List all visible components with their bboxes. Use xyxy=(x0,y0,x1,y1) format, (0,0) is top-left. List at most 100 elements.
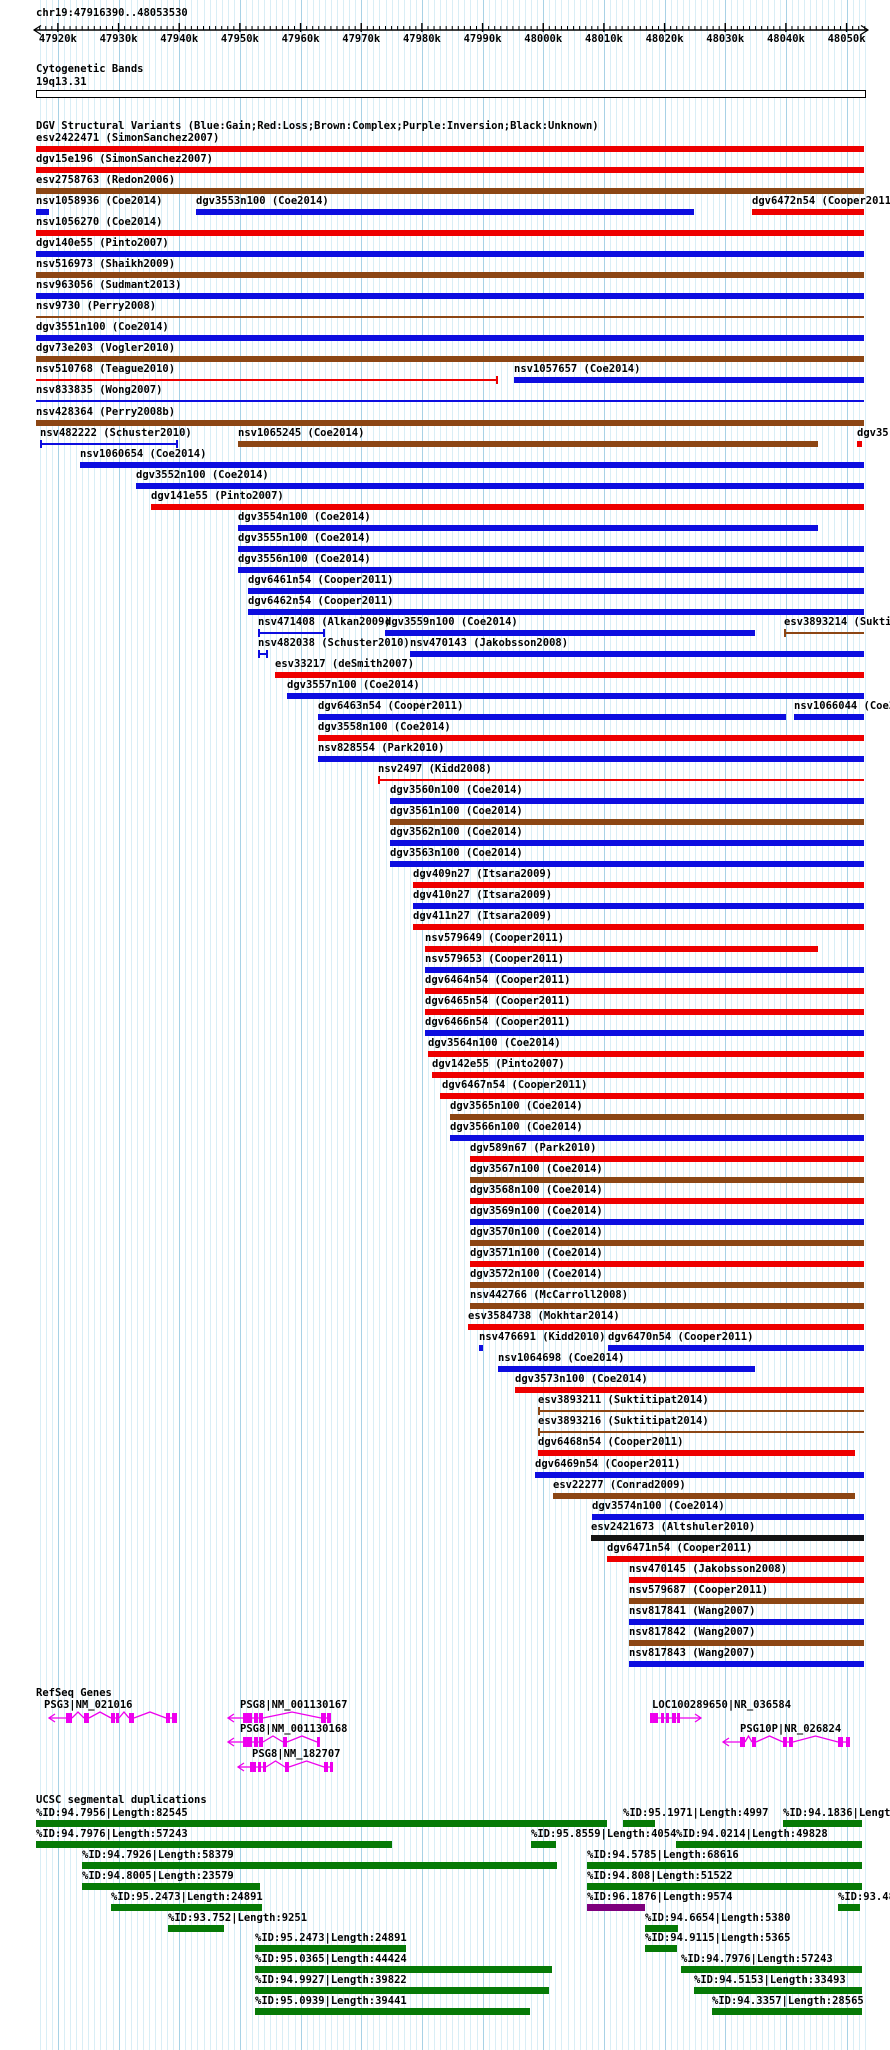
variant-bar[interactable] xyxy=(470,1155,864,1162)
variant-bar[interactable] xyxy=(36,316,864,319)
variant-bar[interactable] xyxy=(275,672,864,678)
variant-bar[interactable] xyxy=(248,587,864,594)
variant-bar[interactable] xyxy=(318,756,864,763)
segdup-bar[interactable] xyxy=(587,1861,862,1869)
variant-bar[interactable] xyxy=(607,1555,864,1562)
variant-bar[interactable] xyxy=(238,524,818,531)
variant-bar[interactable] xyxy=(629,1639,864,1646)
variant-bar[interactable] xyxy=(413,924,864,931)
variant-bar[interactable] xyxy=(479,1345,483,1352)
variant-bar[interactable] xyxy=(629,1618,864,1625)
segdup-bar[interactable] xyxy=(676,1840,862,1848)
segdup-bar[interactable] xyxy=(681,1966,862,1974)
gene-model[interactable] xyxy=(225,1733,334,1751)
variant-bar[interactable] xyxy=(248,608,864,615)
variant-bar[interactable] xyxy=(425,1029,864,1036)
segdup-bar[interactable] xyxy=(255,1966,552,1974)
variant-bar[interactable] xyxy=(629,1660,864,1667)
variant-bar[interactable] xyxy=(136,482,864,489)
variant-bar[interactable] xyxy=(238,440,818,447)
variant-bar[interactable] xyxy=(538,1428,864,1437)
variant-bar[interactable] xyxy=(468,1324,864,1331)
variant-bar[interactable] xyxy=(591,1534,864,1541)
variant-bar[interactable] xyxy=(151,503,864,510)
variant-bar[interactable] xyxy=(425,966,864,973)
variant-bar[interactable] xyxy=(470,1303,864,1310)
variant-bar[interactable] xyxy=(258,649,268,658)
variant-bar[interactable] xyxy=(410,650,864,657)
gene-model[interactable] xyxy=(720,1733,862,1751)
variant-bar[interactable] xyxy=(318,735,864,742)
variant-bar[interactable] xyxy=(390,861,864,868)
variant-bar[interactable] xyxy=(470,1219,864,1226)
variant-bar[interactable] xyxy=(390,798,864,805)
variant-bar[interactable] xyxy=(36,400,864,403)
variant-bar[interactable] xyxy=(450,1134,864,1141)
variant-bar[interactable] xyxy=(592,1513,864,1520)
cytoband-band[interactable] xyxy=(36,90,866,98)
gene-model[interactable] xyxy=(225,1709,345,1727)
coordinate-ruler[interactable] xyxy=(0,0,890,46)
variant-bar[interactable] xyxy=(36,230,864,237)
segdup-bar[interactable] xyxy=(587,1882,862,1890)
segdup-bar[interactable] xyxy=(82,1861,557,1869)
segdup-bar[interactable] xyxy=(712,2008,862,2016)
segdup-bar[interactable] xyxy=(82,1882,260,1890)
segdup-bar[interactable] xyxy=(645,1945,677,1953)
variant-bar[interactable] xyxy=(498,1366,755,1373)
variant-bar[interactable] xyxy=(390,819,864,826)
variant-bar[interactable] xyxy=(538,1407,864,1416)
variant-bar[interactable] xyxy=(36,356,864,363)
variant-bar[interactable] xyxy=(428,1050,864,1057)
variant-bar[interactable] xyxy=(36,167,864,174)
segdup-bar[interactable] xyxy=(623,1820,655,1827)
variant-bar[interactable] xyxy=(470,1198,864,1204)
variant-bar[interactable] xyxy=(752,209,864,216)
variant-bar[interactable] xyxy=(36,419,864,426)
variant-bar[interactable] xyxy=(36,272,864,279)
variant-bar[interactable] xyxy=(425,1008,864,1015)
segdup-bar[interactable] xyxy=(255,1987,549,1995)
variant-bar[interactable] xyxy=(36,335,864,342)
variant-bar[interactable] xyxy=(425,987,864,994)
segdup-bar[interactable] xyxy=(168,1924,224,1932)
variant-bar[interactable] xyxy=(413,882,864,889)
variant-bar[interactable] xyxy=(238,545,864,552)
segdup-bar[interactable] xyxy=(783,1820,862,1827)
variant-bar[interactable] xyxy=(80,461,864,468)
variant-bar[interactable] xyxy=(287,693,864,700)
variant-bar[interactable] xyxy=(390,840,864,847)
variant-bar[interactable] xyxy=(440,1092,864,1099)
gene-model[interactable] xyxy=(46,1709,194,1727)
segdup-bar[interactable] xyxy=(587,1903,645,1911)
variant-bar[interactable] xyxy=(425,945,818,952)
segdup-bar[interactable] xyxy=(838,1903,860,1911)
variant-bar[interactable] xyxy=(538,1450,855,1457)
variant-bar[interactable] xyxy=(196,209,694,216)
gene-model[interactable] xyxy=(235,1758,346,1776)
variant-bar[interactable] xyxy=(470,1176,864,1183)
variant-bar[interactable] xyxy=(535,1471,864,1478)
variant-bar[interactable] xyxy=(413,903,864,910)
segdup-bar[interactable] xyxy=(694,1987,862,1995)
segdup-bar[interactable] xyxy=(36,1840,392,1848)
segdup-bar[interactable] xyxy=(645,1924,678,1932)
variant-bar[interactable] xyxy=(36,376,498,385)
segdup-bar[interactable] xyxy=(255,1945,406,1953)
variant-bar[interactable] xyxy=(238,566,864,573)
variant-bar[interactable] xyxy=(36,188,864,195)
variant-bar[interactable] xyxy=(629,1576,864,1583)
variant-bar[interactable] xyxy=(318,714,786,721)
segdup-bar[interactable] xyxy=(531,1840,556,1848)
variant-bar[interactable] xyxy=(470,1261,864,1268)
segdup-bar[interactable] xyxy=(36,1820,607,1827)
variant-bar[interactable] xyxy=(36,209,49,216)
variant-bar[interactable] xyxy=(36,251,864,258)
variant-bar[interactable] xyxy=(36,146,864,152)
variant-bar[interactable] xyxy=(378,776,864,785)
variant-bar[interactable] xyxy=(515,1387,864,1394)
segdup-bar[interactable] xyxy=(111,1903,262,1911)
gene-model[interactable] xyxy=(638,1709,704,1727)
variant-bar[interactable] xyxy=(608,1345,864,1352)
variant-bar[interactable] xyxy=(857,440,862,447)
